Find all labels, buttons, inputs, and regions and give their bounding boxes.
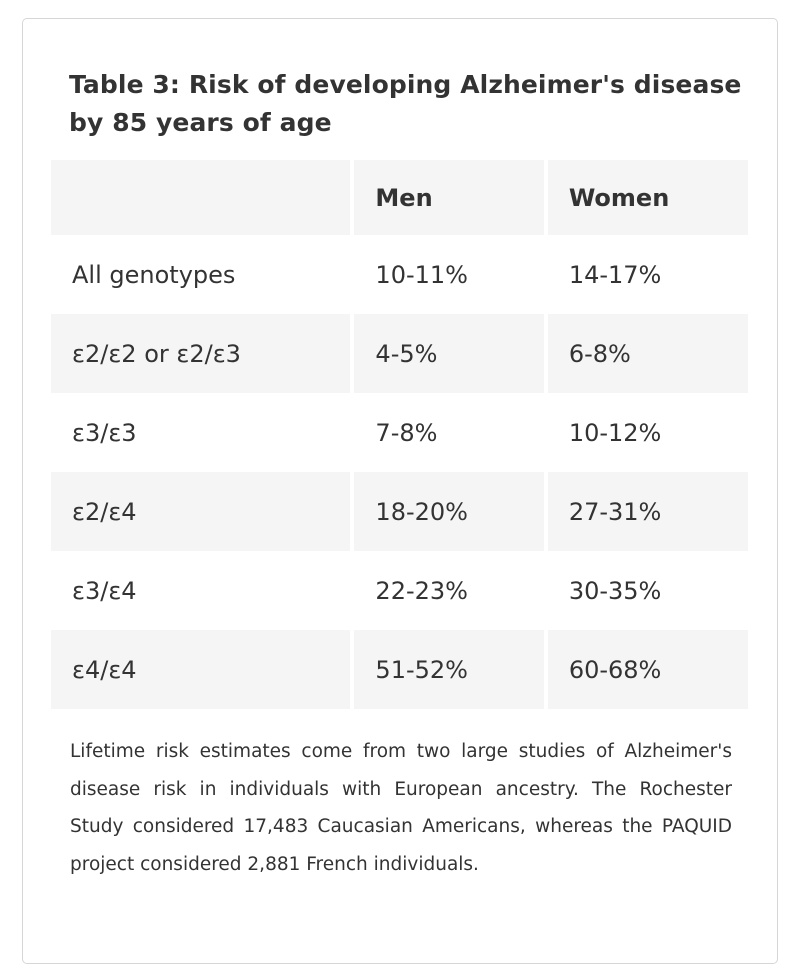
women-risk-cell: 60-68% — [547, 630, 748, 709]
men-risk-cell: 10-11% — [375, 260, 468, 289]
table-row: All genotypes 10-11% 14-17% — [51, 235, 748, 314]
genotype-cell: ε2/ε2 or ε2/ε3 — [51, 314, 351, 393]
table-row: ε2/ε4 18-20% 27-31% — [51, 472, 748, 551]
table-row: ε2/ε2 or ε2/ε3 4-5% 6-8% — [51, 314, 748, 393]
header-women: Women — [547, 160, 748, 235]
men-risk-cell: 22-23% — [375, 576, 468, 605]
men-risk-cell: 18-20% — [354, 472, 544, 551]
women-risk-cell: 6-8% — [547, 314, 748, 393]
genotype-cell: ε4/ε4 — [51, 630, 351, 709]
table-title: Table 3: Risk of developing Alzheimer's … — [69, 70, 742, 137]
header-men: Men — [354, 160, 544, 235]
header-genotype — [51, 160, 351, 235]
men-risk-cell: 7-8% — [375, 418, 438, 447]
table-row: ε3/ε4 22-23% 30-35% — [51, 551, 748, 630]
genotype-cell: ε2/ε4 — [51, 472, 351, 551]
genotype-cell: All genotypes — [72, 260, 236, 289]
women-risk-cell: 10-12% — [568, 418, 662, 447]
risk-table: Men Women All genotypes 10-11% 14-17% ε2… — [47, 160, 752, 709]
table-footnote: Lifetime risk estimates come from two la… — [70, 741, 732, 875]
table-card: Table 3: Risk of developing Alzheimer's … — [22, 18, 778, 964]
women-risk-cell: 14-17% — [568, 260, 662, 289]
women-risk-cell: 30-35% — [568, 576, 662, 605]
header-row: Men Women — [51, 160, 748, 235]
women-risk-cell: 27-31% — [547, 472, 748, 551]
genotype-cell: ε3/ε3 — [72, 418, 137, 447]
men-risk-cell: 4-5% — [354, 314, 544, 393]
men-risk-cell: 51-52% — [354, 630, 544, 709]
table-row: ε3/ε3 7-8% 10-12% — [51, 393, 748, 472]
genotype-cell: ε3/ε4 — [72, 576, 137, 605]
table-row: ε4/ε4 51-52% 60-68% — [51, 630, 748, 709]
